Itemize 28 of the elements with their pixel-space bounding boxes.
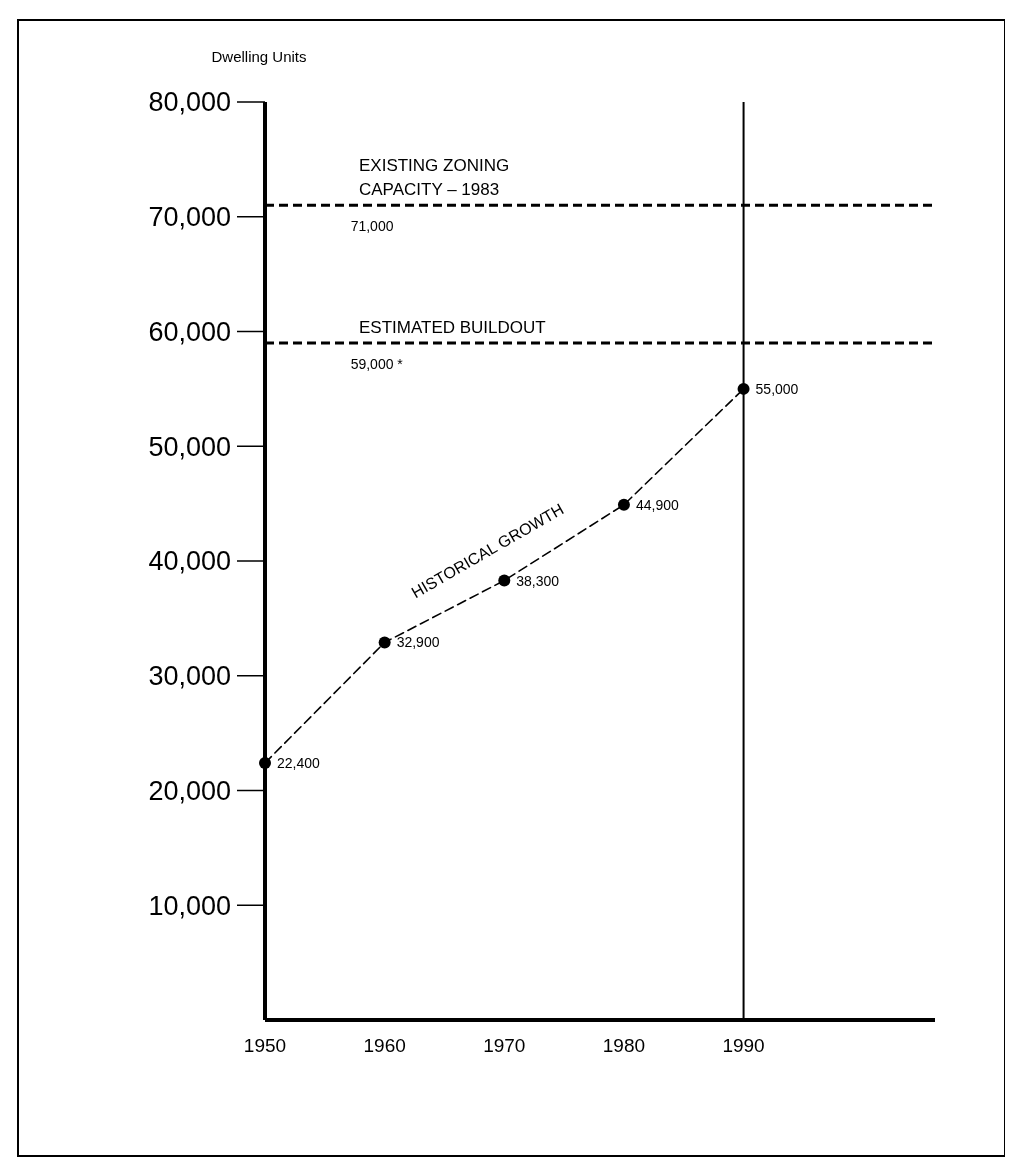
data-label: 32,900 [396, 634, 440, 651]
y-tick-label: 60,000 [148, 316, 231, 347]
x-tick-label: 1990 [722, 1035, 765, 1056]
x-tick-label: 1980 [602, 1035, 646, 1056]
data-label: 44,900 [635, 496, 679, 513]
ref-line-label: ESTIMATED BUILDOUT [359, 317, 546, 337]
y-tick-label: 40,000 [148, 546, 231, 577]
point [378, 636, 391, 649]
point [259, 756, 271, 769]
y-tick-label: 30,000 [148, 661, 231, 692]
annotation: 71,000 [350, 218, 394, 235]
point [498, 574, 511, 587]
x-tick-label: 1970 [483, 1035, 526, 1056]
y-tick-label: 80,000 [148, 87, 231, 118]
point [737, 382, 750, 395]
annotation: 59,000 * [350, 355, 404, 372]
data-label: 55,000 [755, 380, 799, 397]
point [617, 498, 630, 511]
ref-line-label: EXISTING ZONING CAPACITY – 1983 [359, 156, 510, 200]
y-tick-label: 50,000 [148, 431, 231, 462]
y-tick-label: 70,000 [148, 202, 231, 233]
y-axis-title: Dwelling Units [211, 48, 307, 65]
x-tick-label: 1960 [363, 1035, 406, 1056]
y-tick-label: 10,000 [148, 890, 231, 921]
data-label: 38,300 [516, 572, 560, 589]
x-tick-label: 1950 [243, 1035, 287, 1056]
y-tick-label: 20,000 [148, 775, 231, 806]
data-label: 22,400 [277, 754, 321, 771]
